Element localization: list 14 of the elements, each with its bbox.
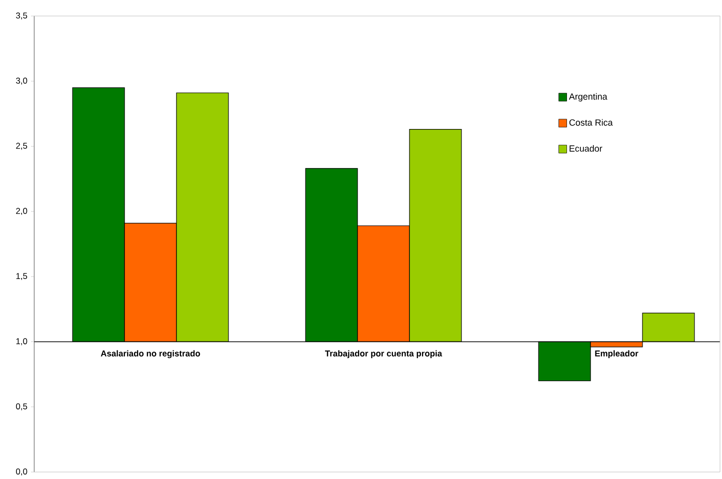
y-tick-label: 3,5 bbox=[16, 12, 28, 20]
x-tick-label: Empleador bbox=[595, 350, 638, 358]
y-tick-label: 0,0 bbox=[16, 468, 28, 476]
x-tick-label: Asalariado no registrado bbox=[100, 350, 200, 358]
y-tick-label: 3,0 bbox=[16, 78, 28, 85]
x-tick-label: Trabajador por cuenta propia bbox=[325, 350, 442, 358]
y-tick-label: 1,5 bbox=[16, 273, 28, 280]
y-tick-label: 0,5 bbox=[16, 403, 28, 410]
legend-label: Ecuador bbox=[570, 145, 602, 152]
y-tick-label: 2,5 bbox=[16, 142, 28, 150]
legend-label: Argentina bbox=[568, 93, 608, 102]
legend-label: Costa Rica bbox=[569, 119, 613, 126]
y-tick-label: 1,0 bbox=[16, 338, 28, 346]
y-tick-label: 2,0 bbox=[16, 208, 28, 215]
